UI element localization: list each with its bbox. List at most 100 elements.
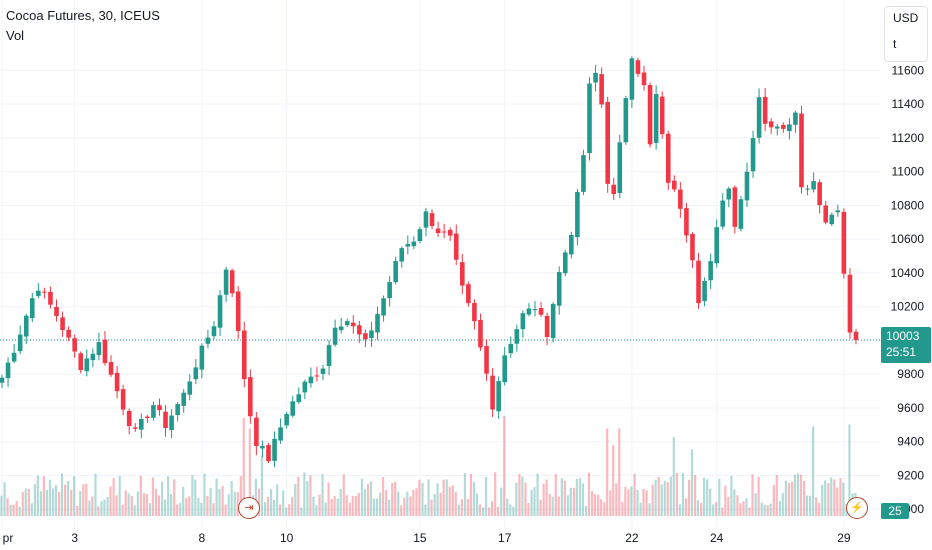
- volume-bar: [130, 495, 133, 516]
- volume-bar: [354, 496, 357, 516]
- candle-body: [611, 184, 617, 195]
- volume-bar: [684, 498, 688, 516]
- currency-button[interactable]: USD t: [884, 6, 928, 62]
- volume-bar: [12, 504, 15, 516]
- volume-bar: [660, 484, 663, 516]
- candle-body: [829, 214, 835, 225]
- volume-bar: [333, 496, 336, 516]
- volume-bar: [363, 489, 367, 516]
- volume-bar: [751, 474, 754, 516]
- candle-body: [132, 427, 138, 429]
- volume-bar: [672, 436, 675, 516]
- volume-bar: [263, 502, 267, 516]
- volume-bar: [400, 505, 403, 516]
- candle-body: [48, 291, 53, 305]
- volume-bar: [288, 504, 291, 516]
- volume-bar: [696, 500, 700, 516]
- candle-body: [375, 314, 380, 333]
- x-tick-label: 24: [710, 531, 724, 545]
- candle-body: [399, 248, 405, 262]
- volume-bar: [369, 481, 373, 516]
- volume-bar: [357, 493, 360, 516]
- dividend-arrow-icon[interactable]: ⇥: [238, 497, 260, 519]
- volume-bar: [381, 477, 385, 516]
- volume-bar: [490, 501, 494, 516]
- candle-body: [266, 445, 271, 462]
- volume-bar: [27, 488, 30, 516]
- volume-bar: [88, 500, 91, 516]
- volume-bar: [106, 496, 109, 516]
- volume-bar: [730, 475, 733, 516]
- candle-body: [520, 313, 526, 330]
- volume-bar: [203, 473, 206, 516]
- volume-bar: [375, 498, 379, 516]
- candle-body: [151, 405, 156, 418]
- volume-bar: [339, 488, 342, 516]
- candle-body: [684, 208, 689, 236]
- candle-body: [708, 261, 713, 281]
- volume-bar: [409, 496, 412, 516]
- volume-bar: [94, 473, 97, 516]
- volume-bar: [145, 493, 148, 516]
- volume-last-badge: 25: [881, 503, 909, 519]
- volume-bar: [24, 488, 27, 516]
- volume-bar: [279, 504, 282, 516]
- volume-bar: [469, 474, 473, 516]
- candle-body: [823, 205, 829, 223]
- volume-bar: [345, 495, 348, 516]
- volume-indicator-label[interactable]: Vol: [6, 28, 25, 43]
- volume-bar: [581, 483, 585, 516]
- volume-bar: [548, 493, 551, 516]
- volume-bar: [260, 455, 264, 516]
- volume-bar: [645, 490, 648, 516]
- volume-bar: [560, 478, 563, 516]
- volume-bar: [733, 489, 736, 516]
- volume-bar: [230, 480, 233, 516]
- volume-bar: [442, 479, 445, 516]
- volume-bar: [294, 483, 297, 516]
- candle-body: [254, 417, 259, 446]
- volume-bar: [766, 505, 769, 516]
- volume-bar: [591, 491, 594, 516]
- volume-bar: [112, 478, 115, 516]
- volume-bar: [176, 504, 179, 516]
- lightning-icon[interactable]: ⚡: [846, 497, 868, 519]
- volume-bar: [18, 506, 21, 516]
- volume-bar: [566, 495, 569, 516]
- candle-body: [320, 368, 326, 374]
- volume-bar: [21, 492, 24, 516]
- candle-body: [108, 361, 114, 375]
- volume-bar: [690, 449, 694, 516]
- volume-bar: [209, 487, 212, 516]
- volume-bar: [636, 489, 639, 516]
- volume-bar: [91, 496, 94, 516]
- volume-bar: [282, 490, 285, 516]
- candle-body: [126, 410, 132, 427]
- scale-mode-label: t: [893, 37, 897, 51]
- candle-body: [841, 211, 847, 274]
- candle-body: [120, 389, 126, 410]
- volume-bar: [715, 501, 718, 516]
- volume-bar: [536, 473, 539, 516]
- volume-bar: [600, 499, 603, 516]
- volume-bar: [403, 497, 406, 516]
- volume-bar: [266, 496, 270, 516]
- volume-bar: [415, 488, 418, 516]
- volume-bar: [39, 491, 43, 516]
- volume-bar: [418, 479, 421, 516]
- volume-bar: [336, 498, 339, 516]
- candle-body: [538, 308, 544, 315]
- volume-bar: [769, 503, 772, 516]
- candle-body: [805, 188, 810, 190]
- price-axis-pane[interactable]: [880, 0, 932, 550]
- volume-bar: [833, 479, 836, 516]
- volume-bar: [197, 497, 200, 516]
- volume-bar: [796, 473, 800, 516]
- candle-body: [314, 375, 320, 377]
- candle-body: [690, 233, 695, 261]
- volume-bar: [58, 492, 61, 516]
- volume-bar: [451, 485, 454, 516]
- volume-bar: [663, 481, 666, 516]
- volume-bar: [481, 507, 485, 516]
